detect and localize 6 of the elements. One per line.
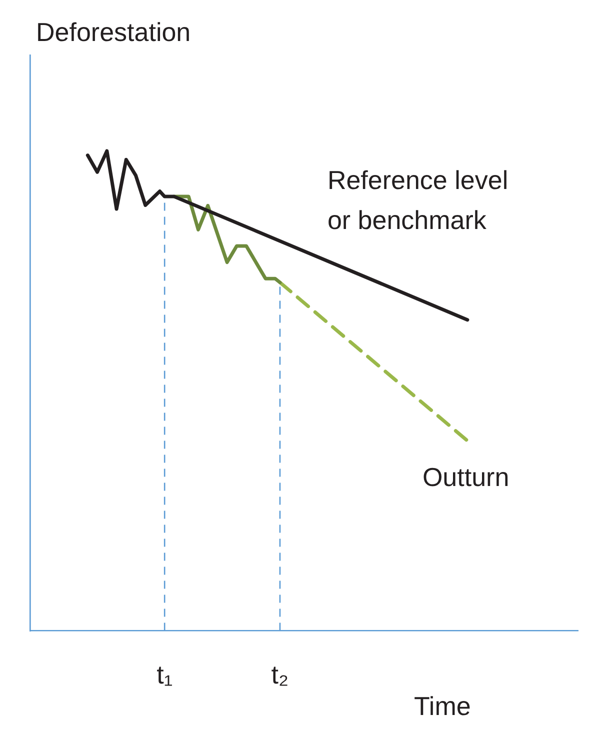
series-label: Reference level or benchmark xyxy=(327,164,508,235)
x-axis-title: Time xyxy=(414,690,471,721)
x-tick-label: t₂ xyxy=(271,660,289,690)
y-axis-title: Deforestation xyxy=(36,17,191,47)
x-tick-label: t₁ xyxy=(156,660,173,690)
series-label: Outturn xyxy=(422,462,510,492)
